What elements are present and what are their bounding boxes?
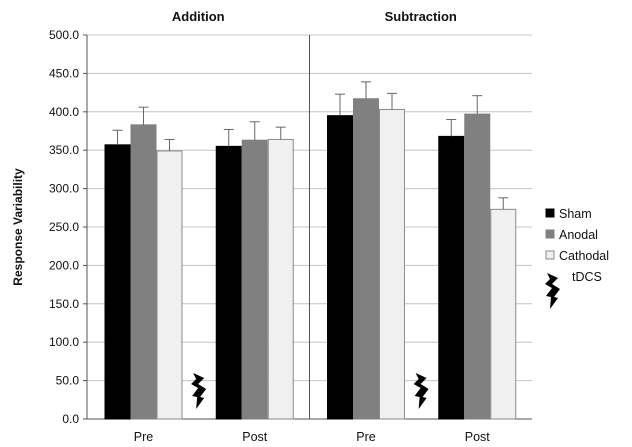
- y-tick-label: 100.0: [49, 335, 79, 349]
- y-tick-label: 300.0: [49, 182, 79, 196]
- legend-swatch-sham: [545, 208, 555, 218]
- y-tick-label: 0.0: [62, 412, 79, 426]
- panel-title: Subtraction: [385, 9, 457, 24]
- x-tick-label: Post: [242, 430, 268, 444]
- x-tick-label: Post: [465, 430, 491, 444]
- legend-label-tdcs: tDCS: [572, 270, 602, 284]
- bar-cathodal: [267, 138, 294, 420]
- bar-sham: [438, 135, 465, 420]
- bar-anodal: [464, 113, 491, 420]
- bar-anodal: [241, 139, 268, 420]
- bar-cathodal: [490, 208, 517, 420]
- x-tick-label: Pre: [134, 430, 154, 444]
- bar-cathodal: [156, 150, 183, 420]
- bar-anodal: [353, 98, 379, 420]
- panel-title: Addition: [172, 9, 225, 24]
- legend-swatch-cathodal: [545, 250, 555, 260]
- legend-label-anodal: Anodal: [559, 228, 598, 242]
- y-tick-label: 200.0: [49, 258, 79, 272]
- legend-swatch-anodal: [545, 229, 555, 239]
- y-tick-label: 50.0: [56, 374, 80, 388]
- bar-sham: [327, 115, 353, 420]
- y-tick-label: 500.0: [49, 28, 79, 42]
- bar-sham: [104, 144, 131, 420]
- tdcs-lightning-icon: [191, 373, 207, 409]
- x-tick-label: Pre: [356, 430, 376, 444]
- legend-label-cathodal: Cathodal: [559, 249, 609, 263]
- y-axis-label: Response Variability: [11, 168, 25, 286]
- bar-anodal: [130, 124, 157, 420]
- legend-lightning-icon: [545, 273, 560, 309]
- y-tick-label: 250.0: [49, 220, 79, 234]
- tdcs-lightning-icon: [413, 373, 429, 409]
- bar-sham: [215, 145, 242, 420]
- y-tick-label: 150.0: [49, 297, 79, 311]
- bar-cathodal: [379, 108, 405, 420]
- legend-label-sham: Sham: [559, 207, 592, 221]
- y-tick-label: 350.0: [49, 143, 79, 157]
- y-tick-label: 400.0: [49, 105, 79, 119]
- y-tick-label: 450.0: [49, 66, 79, 80]
